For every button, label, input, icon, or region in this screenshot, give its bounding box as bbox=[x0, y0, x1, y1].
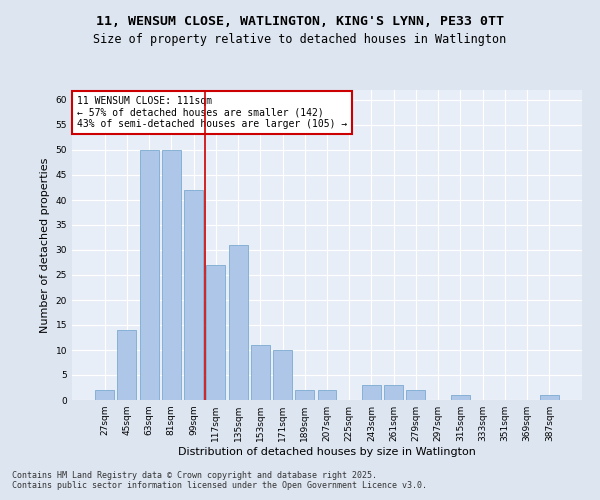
Bar bbox=[273, 350, 292, 400]
Bar bbox=[162, 150, 181, 400]
Text: Contains HM Land Registry data © Crown copyright and database right 2025.
Contai: Contains HM Land Registry data © Crown c… bbox=[12, 470, 427, 490]
Bar bbox=[362, 385, 381, 400]
Bar bbox=[184, 190, 203, 400]
Text: 11, WENSUM CLOSE, WATLINGTON, KING'S LYNN, PE33 0TT: 11, WENSUM CLOSE, WATLINGTON, KING'S LYN… bbox=[96, 15, 504, 28]
Bar bbox=[229, 245, 248, 400]
Bar bbox=[540, 395, 559, 400]
Bar bbox=[406, 390, 425, 400]
Bar bbox=[251, 345, 270, 400]
Bar bbox=[206, 265, 225, 400]
Bar bbox=[317, 390, 337, 400]
Bar bbox=[140, 150, 158, 400]
Text: Size of property relative to detached houses in Watlington: Size of property relative to detached ho… bbox=[94, 32, 506, 46]
Bar bbox=[118, 330, 136, 400]
Y-axis label: Number of detached properties: Number of detached properties bbox=[40, 158, 50, 332]
X-axis label: Distribution of detached houses by size in Watlington: Distribution of detached houses by size … bbox=[178, 447, 476, 457]
Bar bbox=[451, 395, 470, 400]
Bar bbox=[384, 385, 403, 400]
Text: 11 WENSUM CLOSE: 111sqm
← 57% of detached houses are smaller (142)
43% of semi-d: 11 WENSUM CLOSE: 111sqm ← 57% of detache… bbox=[77, 96, 347, 130]
Bar bbox=[95, 390, 114, 400]
Bar bbox=[295, 390, 314, 400]
